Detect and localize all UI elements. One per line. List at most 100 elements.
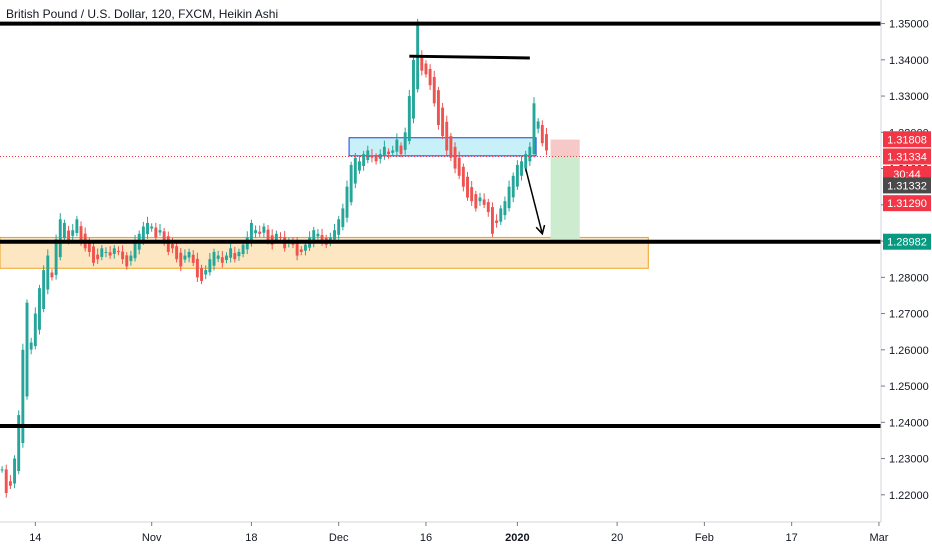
candle [328, 232, 332, 247]
candle-body [312, 230, 316, 243]
candle [337, 216, 341, 240]
candle-body [428, 68, 432, 86]
candle-body [46, 255, 50, 290]
price-badge-label: 1.28982 [887, 237, 927, 249]
candle-body [412, 59, 415, 119]
candle [528, 142, 532, 167]
candle [25, 299, 29, 400]
blue-resistance-box [348, 137, 537, 157]
candle-body [237, 251, 241, 257]
price-tick-label: 1.28000 [889, 272, 929, 284]
candle [212, 248, 216, 271]
candle-body [279, 236, 282, 238]
time-axis[interactable]: 14 Nov 18 Dec 16 2020 20 Feb 17 Mar [29, 522, 889, 544]
candle-body [25, 302, 29, 397]
candle [441, 102, 445, 140]
candle-body [328, 237, 332, 242]
candle-body [195, 258, 199, 278]
candle [237, 248, 241, 261]
candle-body [220, 257, 224, 263]
candle-body [258, 231, 262, 234]
candle [358, 155, 361, 174]
candle-body [183, 255, 187, 260]
candle-body [445, 121, 449, 151]
time-tick-label: Feb [695, 532, 714, 544]
candle [378, 149, 382, 164]
candle [220, 251, 224, 268]
candle-body [457, 157, 461, 176]
candle-body [96, 254, 100, 260]
candle [46, 249, 50, 295]
candle-body [249, 222, 253, 244]
price-badge-bg [883, 233, 931, 250]
chart-title: British Pound / U.S. Dollar, 120, FXCM, … [6, 7, 278, 21]
candle [316, 229, 320, 240]
candle-body [175, 246, 179, 260]
candle [191, 250, 195, 267]
candle-body [13, 458, 16, 484]
candle-body [515, 164, 519, 187]
candle-body [67, 230, 71, 242]
candle-body [482, 199, 486, 205]
drawings-layer [409, 54, 546, 236]
candle [75, 216, 79, 237]
price-tick-label: 1.35000 [889, 19, 929, 31]
candle [412, 56, 415, 124]
candle-body [303, 244, 307, 251]
candle-body [125, 255, 129, 267]
candle [183, 249, 187, 263]
candle [4, 464, 8, 498]
candle [121, 245, 125, 264]
price-badge: 1.31332 [883, 177, 931, 194]
candle-body [424, 63, 428, 75]
candle [370, 149, 374, 163]
candle-body [29, 342, 33, 350]
time-tick-label: 20 [611, 532, 623, 544]
candle-body [503, 201, 507, 216]
candle [229, 243, 233, 263]
candle-body [524, 154, 528, 169]
candle [524, 150, 528, 172]
candle [511, 172, 515, 203]
candle [299, 246, 303, 256]
candle [58, 213, 62, 261]
candle-body [200, 268, 204, 281]
candle-body [42, 270, 46, 309]
risk-target-area [550, 156, 580, 242]
price-badge-label: 1.31290 [887, 198, 927, 210]
price-badge-label: 1.31332 [887, 180, 927, 192]
candle-body [316, 233, 320, 237]
candle [96, 248, 100, 264]
candle-body [141, 226, 145, 242]
candle-body [403, 132, 407, 150]
candle-body [171, 244, 174, 249]
candle [216, 250, 220, 263]
candle-body [254, 230, 258, 234]
candle [374, 153, 378, 165]
candle-body [71, 230, 75, 236]
candle-body [486, 202, 490, 213]
price-badge-label: 1.31808 [887, 134, 927, 146]
candle-body [4, 469, 8, 493]
candle [42, 265, 46, 313]
candle-body [92, 246, 95, 263]
candle-body [21, 349, 25, 444]
time-tick-label: 18 [245, 532, 257, 544]
candle-body [407, 96, 411, 142]
candle [490, 202, 494, 238]
candle [499, 205, 503, 225]
candle-body [436, 90, 440, 126]
candle [108, 246, 112, 259]
price-tick-label: 1.26000 [889, 345, 929, 357]
candle [403, 127, 407, 155]
candle [424, 60, 428, 78]
candle [254, 225, 258, 238]
candle-body [262, 226, 266, 233]
candle-body [62, 222, 66, 239]
price-tick-label: 1.25000 [889, 381, 929, 393]
candle-body [146, 222, 149, 235]
price-badge: 1.31808 [883, 131, 931, 148]
candle [349, 161, 353, 206]
candle [200, 264, 204, 285]
